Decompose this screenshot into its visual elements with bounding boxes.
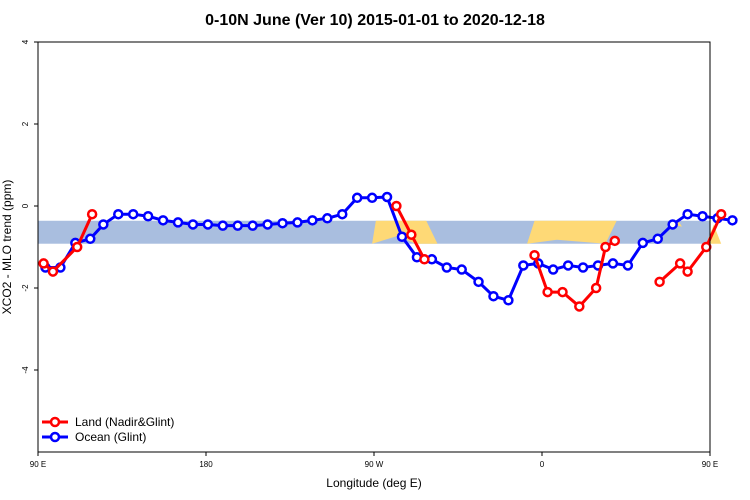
data-point (456, 264, 467, 275)
chart-title: 0-10N June (Ver 10) 2015-01-01 to 2020-1… (205, 12, 545, 29)
data-point (652, 233, 663, 245)
data-point (701, 241, 712, 253)
data-point (142, 211, 154, 222)
data-point (488, 290, 499, 302)
y-tick-label: 2 (21, 121, 30, 126)
data-point (682, 266, 693, 277)
data-point (654, 276, 665, 288)
legend-ocean-marker (49, 431, 61, 443)
legend-land-label: Land (Nadir&Glint) (75, 415, 174, 429)
data-point (262, 219, 273, 230)
data-point (542, 286, 553, 298)
y-axis: 4 2 0 -2 -4 (21, 39, 38, 374)
data-point (202, 219, 214, 230)
data-point (607, 258, 619, 269)
x-tick-label: 90 E (30, 460, 46, 469)
y-tick-label: -2 (21, 284, 30, 292)
y-tick-label: 0 (21, 203, 30, 208)
data-point (715, 208, 727, 220)
data-point (85, 233, 96, 245)
series-land (38, 200, 727, 312)
series-ocean (40, 191, 738, 306)
data-point (562, 260, 574, 271)
data-point (351, 192, 363, 204)
data-point (127, 208, 139, 220)
data-point (674, 258, 686, 269)
data-point (529, 249, 540, 261)
data-point (609, 235, 621, 247)
data-point (277, 217, 288, 229)
data-point (86, 208, 98, 220)
series-line (42, 213, 94, 274)
data-point (322, 213, 333, 224)
data-point (98, 219, 109, 230)
data-point (577, 262, 589, 273)
data-point (381, 191, 393, 203)
data-point (292, 217, 303, 228)
data-point (518, 260, 529, 271)
legend: Land (Nadir&Glint) Ocean (Glint) (42, 415, 174, 444)
x-tick-label: 180 (199, 460, 213, 469)
data-point (47, 266, 59, 277)
data-point (557, 286, 568, 298)
data-point (307, 215, 318, 226)
data-point (38, 258, 49, 269)
land-patch (372, 220, 438, 244)
data-point (441, 262, 453, 273)
data-point (667, 219, 678, 230)
data-point (622, 260, 634, 271)
y-tick-label: -4 (21, 366, 30, 374)
data-point (574, 301, 585, 312)
data-point (391, 200, 402, 212)
data-point (473, 276, 484, 288)
x-axis: 90 E 180 90 W 0 90 E (30, 452, 718, 469)
legend-land-marker (49, 416, 61, 428)
data-point (396, 231, 408, 242)
data-point (366, 192, 378, 204)
x-tick-label: 0 (540, 460, 545, 469)
data-point (637, 237, 649, 249)
data-point (419, 254, 430, 265)
y-tick-label: 4 (21, 39, 30, 44)
x-axis-label: Longitude (deg E) (326, 476, 421, 490)
legend-ocean-label: Ocean (Glint) (75, 430, 146, 444)
y-axis-label: XCO2 - MLO trend (ppm) (0, 180, 14, 315)
data-point (727, 215, 738, 226)
data-point (503, 295, 514, 306)
data-point (172, 217, 184, 228)
data-point (232, 220, 243, 231)
data-point (600, 241, 611, 253)
data-point (697, 211, 708, 222)
land-patch (527, 220, 617, 244)
data-point (113, 208, 124, 220)
data-point (71, 241, 83, 253)
data-point (157, 215, 169, 226)
data-point (682, 208, 693, 220)
data-point (547, 264, 559, 275)
data-point (187, 219, 199, 230)
data-point (406, 229, 417, 240)
data-point (337, 208, 348, 220)
data-point (590, 282, 602, 294)
data-point (217, 220, 229, 231)
x-tick-label: 90 W (365, 460, 384, 469)
series-layer (38, 191, 738, 312)
x-tick-label: 90 E (702, 460, 718, 469)
data-point (247, 220, 258, 231)
